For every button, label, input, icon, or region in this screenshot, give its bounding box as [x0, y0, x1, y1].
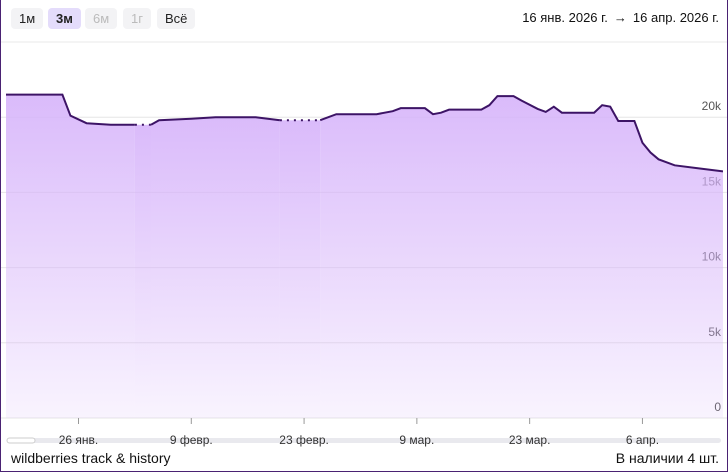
range-button[interactable]: 3м	[48, 8, 81, 29]
scrollbar[interactable]	[7, 438, 721, 443]
range-button[interactable]: 1м	[11, 8, 44, 29]
scroll-handle[interactable]	[6, 437, 36, 444]
footer-right: В наличии 4 шт.	[615, 450, 719, 466]
range-button[interactable]: 6м	[85, 8, 118, 29]
price-line	[150, 116, 281, 126]
range-button[interactable]: 1г	[123, 8, 151, 29]
date-range: 16 янв. 2026 г. → 16 апр. 2026 г.	[516, 10, 719, 25]
date-from: 16 янв. 2026 г.	[522, 10, 608, 25]
x-tick-label: 26 янв.	[59, 433, 99, 447]
area	[151, 117, 280, 418]
date-to: 16 апр. 2026 г.	[632, 10, 719, 25]
plot	[6, 93, 723, 419]
arrow: →	[613, 10, 627, 25]
range-button[interactable]: Всё	[157, 8, 196, 29]
x-tick-label: 6 апр.	[626, 433, 659, 447]
footer-left: wildberries track & history	[11, 450, 171, 466]
gap-area	[134, 124, 152, 418]
chart: 05k10k15k20k26 янв.9 февр.23 февр.9 мар.…	[1, 41, 727, 447]
gap-area	[279, 120, 321, 418]
x-tick-label: 23 февр.	[279, 433, 329, 447]
x-tick-label: 9 мар.	[399, 433, 434, 447]
x-tick-label: 23 мар.	[509, 433, 551, 447]
y-tick-label: 20k	[702, 99, 722, 113]
area	[320, 96, 723, 419]
price-line	[6, 93, 135, 126]
price-line	[319, 95, 723, 173]
area	[6, 94, 135, 418]
x-tick-label: 9 февр.	[170, 433, 213, 447]
